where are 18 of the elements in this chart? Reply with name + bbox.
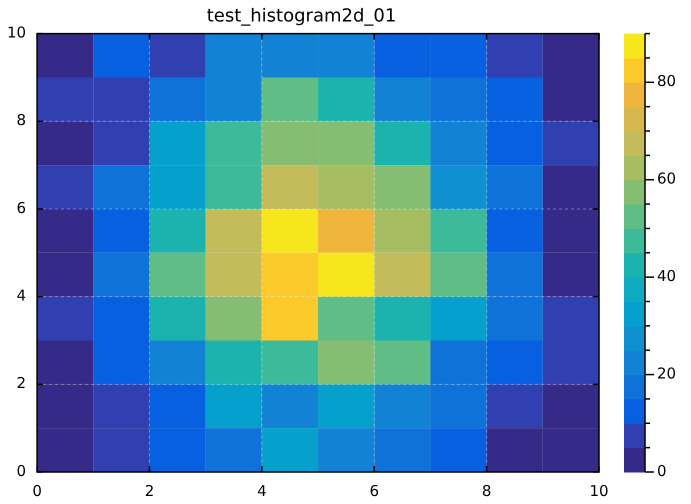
x-tick-label: 0 (32, 482, 42, 500)
color-bar-label: 40 (657, 267, 676, 286)
color-bar-label: 60 (657, 170, 676, 188)
chart-title: test_histogram2d_01 (206, 5, 396, 26)
y-tick-label: 0 (16, 462, 26, 480)
x-tick-label: 8 (482, 482, 492, 500)
color-bar-label: 20 (657, 364, 676, 382)
y-tick-label: 2 (16, 374, 26, 392)
y-tick-label: 8 (16, 111, 26, 130)
y-tick-label: 10 (6, 23, 26, 42)
x-tick-label: 10 (589, 482, 609, 500)
y-tick-label: 4 (16, 286, 26, 305)
x-tick-label: 6 (369, 482, 380, 500)
y-tick-label: 6 (16, 198, 26, 217)
x-tick-label: 4 (257, 482, 267, 500)
color-bar-label: 0 (657, 462, 667, 480)
x-tick-label: 2 (144, 482, 154, 500)
color-bar-label: 80 (657, 72, 676, 90)
